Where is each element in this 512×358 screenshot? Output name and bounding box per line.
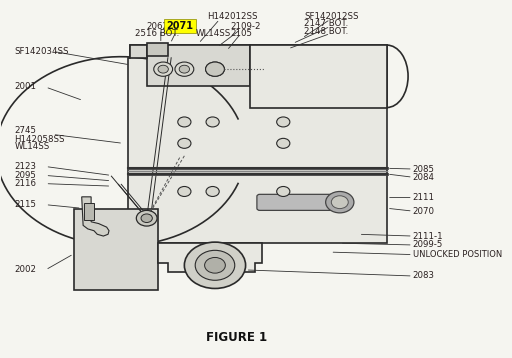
Circle shape [206,117,219,127]
Circle shape [276,117,290,127]
Circle shape [210,65,220,73]
Polygon shape [130,45,147,58]
Circle shape [326,192,354,213]
Text: 2095: 2095 [15,171,37,180]
Circle shape [142,215,151,222]
Circle shape [138,212,155,225]
Text: 2111: 2111 [413,193,435,202]
Text: 2099-5: 2099-5 [413,241,443,250]
Text: 2123: 2123 [15,162,37,171]
Circle shape [154,62,173,76]
Circle shape [276,138,290,148]
Text: 2516 BOT.: 2516 BOT. [135,29,179,38]
Circle shape [205,257,225,273]
Text: H142012SS: H142012SS [207,12,258,21]
Bar [74,209,159,290]
Polygon shape [250,45,387,108]
Circle shape [175,62,194,76]
Text: 2147 BOT.: 2147 BOT. [305,19,349,28]
Text: 2002: 2002 [15,265,37,275]
Circle shape [178,117,191,127]
Circle shape [205,62,224,76]
Text: 2745: 2745 [15,126,37,135]
Text: 2062: 2062 [147,22,168,31]
Circle shape [184,242,246,289]
Text: FIGURE 1: FIGURE 1 [206,331,267,344]
Circle shape [206,187,219,197]
Text: 2111-1: 2111-1 [413,232,443,241]
Circle shape [331,196,348,209]
Text: SF142034SS: SF142034SS [15,47,69,56]
Text: 2071: 2071 [166,21,194,32]
Circle shape [178,138,191,148]
Circle shape [276,187,290,197]
Text: UNLOCKED POSITION: UNLOCKED POSITION [413,250,502,259]
Text: 2085: 2085 [413,165,435,174]
Polygon shape [82,197,109,236]
Circle shape [136,211,157,226]
Circle shape [195,250,235,280]
Text: 2083: 2083 [413,271,435,281]
Bar [84,203,94,220]
Polygon shape [147,43,168,56]
Polygon shape [128,45,387,243]
Text: 2109-2: 2109-2 [230,22,261,31]
Polygon shape [159,243,262,272]
Text: 2084: 2084 [413,173,435,182]
Circle shape [179,65,189,73]
Circle shape [178,187,191,197]
Text: WL14SS: WL14SS [15,142,50,151]
Circle shape [141,214,153,223]
FancyBboxPatch shape [257,194,345,211]
Bar [147,45,250,86]
Circle shape [205,62,224,76]
Text: 2105: 2105 [230,29,252,38]
Text: 2148 BOT.: 2148 BOT. [305,26,349,35]
Text: 2115: 2115 [15,200,37,209]
Text: SF142012SS: SF142012SS [305,12,359,21]
Text: 2116: 2116 [15,179,37,188]
Text: 2001: 2001 [15,82,37,92]
Circle shape [158,65,168,73]
Text: 2070: 2070 [413,207,435,216]
Text: H142058SS: H142058SS [14,135,65,144]
Text: WL14SS: WL14SS [196,29,231,38]
